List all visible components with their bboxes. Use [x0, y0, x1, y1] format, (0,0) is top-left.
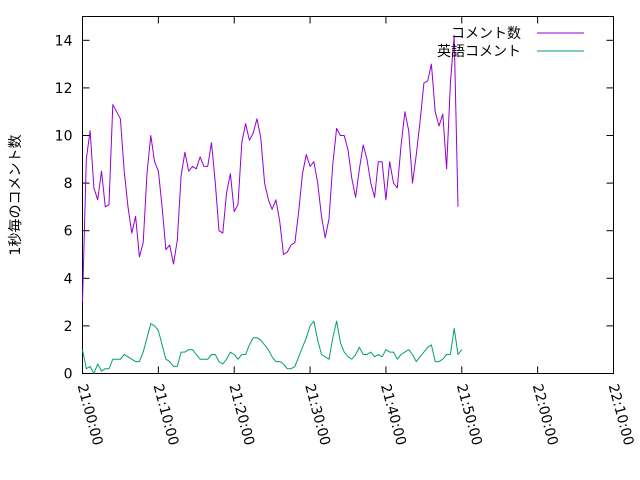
legend-label-2: 英語コメント	[437, 43, 521, 60]
x-tick-label: 21:10:00	[149, 382, 181, 447]
y-axis-title: 1秒毎のコメント数	[8, 135, 24, 256]
x-tick-label: 21:40:00	[377, 382, 409, 447]
y-tick-label: 6	[64, 224, 73, 240]
y-tick-label: 14	[55, 33, 73, 49]
y-tick-label: 4	[64, 271, 73, 287]
x-tick-label: 21:50:00	[453, 382, 485, 447]
x-tick-label: 22:10:00	[605, 382, 637, 447]
axis-ticks: 0 2 4 6 8 10 12 14 21:00:00 21:10:00 21:20:00 21:30…	[55, 16, 637, 447]
series-line-2	[82, 320, 463, 374]
legend-label-1: コメント数	[451, 26, 521, 42]
y-tick-label: 10	[55, 129, 73, 145]
series-line-1	[82, 35, 459, 303]
y-tick-label: 2	[64, 319, 73, 335]
y-tick-label: 12	[55, 81, 73, 97]
y-tick-label: 0	[64, 367, 73, 383]
x-tick-label: 21:30:00	[301, 382, 333, 447]
x-tick-label: 21:00:00	[74, 382, 106, 447]
series-group	[82, 35, 463, 374]
x-tick-label: 21:20:00	[225, 382, 257, 447]
y-tick-label: 8	[64, 176, 73, 192]
x-tick-label: 22:00:00	[529, 382, 561, 447]
plot-frame	[82, 16, 614, 374]
